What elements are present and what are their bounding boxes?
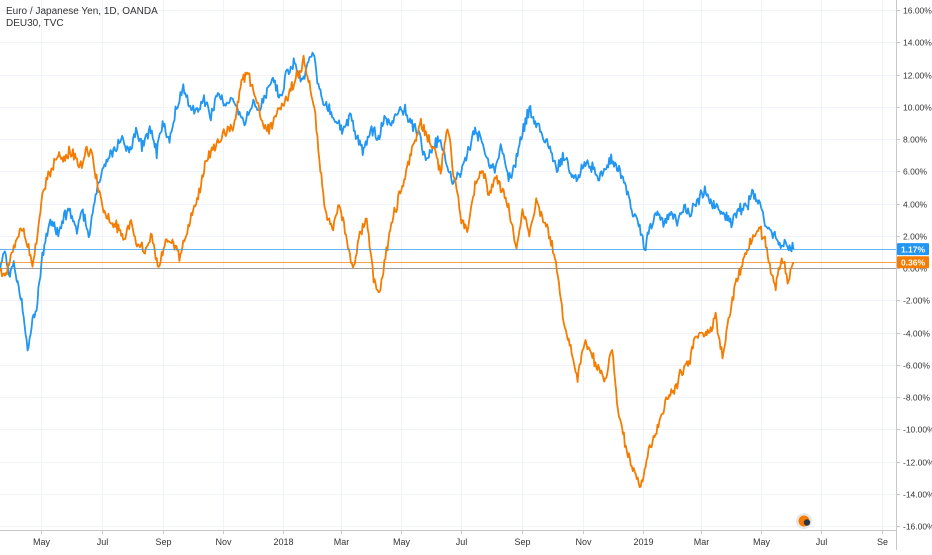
x-tick-label: May — [753, 537, 771, 547]
x-tick-label: Mar — [694, 537, 710, 547]
y-tick-label: 16.00% — [903, 6, 932, 16]
x-tick-label: May — [393, 537, 411, 547]
y-tick-label: 10.00% — [903, 103, 932, 113]
y-tick-label: 12.00% — [903, 71, 932, 81]
last-value-badge — [897, 256, 929, 269]
y-tick-label: 6.00% — [903, 167, 928, 177]
y-tick-label: -12.00% — [903, 458, 932, 468]
x-tick-label: 2019 — [633, 537, 653, 547]
x-tick-label: Nov — [215, 537, 232, 547]
y-tick-label: 8.00% — [903, 135, 928, 145]
legend[interactable]: Euro / Japanese Yen, 1D, OANDA DEU30, TV… — [6, 6, 158, 29]
x-tick-label: Sep — [155, 537, 171, 547]
series-line-deu30[interactable] — [0, 54, 795, 488]
y-tick-label: 4.00% — [903, 200, 928, 210]
y-axis-ticks[interactable]: 16.00% 14.00% 12.00% 10.00% 8.00% 6.00% 4.00% 2… — [896, 6, 932, 532]
x-tick-label: Jul — [816, 537, 828, 547]
last-value-labels: 1.17% 0.36% — [0, 243, 929, 269]
x-tick-label: Nov — [575, 537, 592, 547]
grid — [0, 0, 896, 530]
x-tick-label: Mar — [334, 537, 350, 547]
y-tick-label: -10.00% — [903, 425, 932, 435]
y-tick-label: -6.00% — [903, 361, 930, 371]
x-tick-label: Jul — [97, 537, 109, 547]
y-tick-label: -4.00% — [903, 329, 930, 339]
legend-primary-series[interactable]: Euro / Japanese Yen, 1D, OANDA — [6, 6, 158, 17]
tradingview-logo-icon — [796, 513, 812, 529]
x-axis-ticks: May Jul Sep Nov 2018 Mar May Jul Sep Nov 2019 Mar Ma… — [33, 530, 888, 547]
x-tick-label: Jul — [456, 537, 468, 547]
last-value-label: 1.17% — [901, 244, 926, 254]
last-value-label: 0.36% — [901, 257, 926, 267]
legend-secondary-series[interactable]: DEU30, TVC — [6, 18, 64, 29]
axes — [0, 0, 897, 550]
series-line-eurjpy[interactable] — [0, 51, 795, 352]
y-tick-label: -8.00% — [903, 393, 930, 403]
y-tick-label: -14.00% — [903, 490, 932, 500]
y-tick-label: -2.00% — [903, 296, 930, 306]
y-tick-label: 14.00% — [903, 38, 932, 48]
last-value-badge — [897, 243, 929, 256]
x-tick-label: Se — [877, 537, 888, 547]
x-tick-label: May — [33, 537, 51, 547]
x-tick-label: 2018 — [273, 537, 293, 547]
y-tick-label: 0.00% — [903, 264, 928, 274]
y-tick-label: 2.00% — [903, 232, 928, 242]
x-tick-label: Sep — [514, 537, 530, 547]
series-layer — [0, 51, 795, 488]
y-tick-label: -16.00% — [903, 522, 932, 532]
